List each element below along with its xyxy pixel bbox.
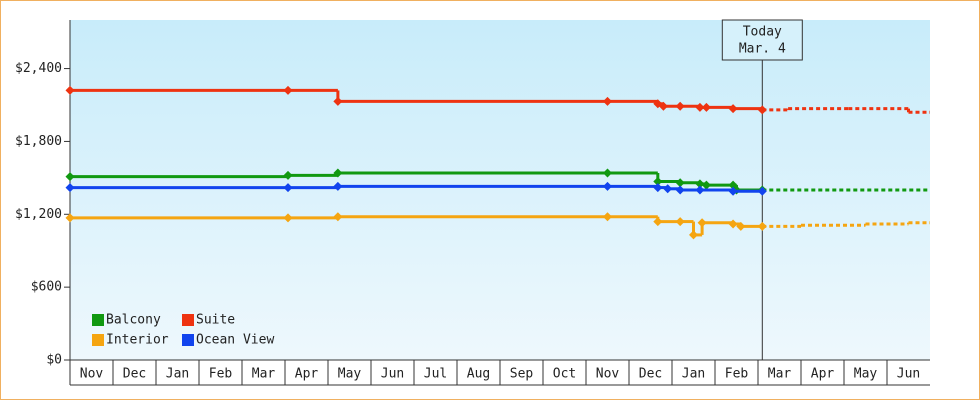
y-tick-label: $2,400 (15, 61, 62, 76)
price-point (333, 181, 343, 191)
price-point (701, 180, 711, 190)
x-tick-label: Feb (725, 367, 749, 382)
x-tick-label: Jun (897, 367, 920, 382)
price-point (689, 230, 698, 240)
x-tick-label: Apr (295, 367, 319, 382)
price-point (695, 102, 705, 112)
today-label: Today (743, 25, 782, 40)
price-point (65, 183, 75, 193)
price-point (65, 213, 75, 223)
price-point (695, 179, 705, 189)
x-tick-label: May (338, 367, 362, 382)
price-point (603, 212, 612, 222)
x-tick-label: Oct (553, 367, 576, 382)
legend-swatch (92, 334, 104, 346)
x-tick-label: Jul (424, 367, 447, 382)
x-tick-label: Aug (467, 367, 490, 382)
price-point (757, 186, 767, 196)
price-point (333, 212, 343, 222)
price-point (283, 170, 293, 180)
price-point (728, 186, 738, 196)
x-tick-label: Dec (639, 367, 662, 382)
price-point (658, 101, 668, 111)
x-tick-label: Nov (80, 367, 104, 382)
price-point (675, 185, 685, 195)
price-point (65, 172, 75, 182)
x-tick-label: Apr (811, 367, 835, 382)
price-point (695, 185, 705, 195)
y-tick-label: $600 (31, 280, 62, 295)
y-tick-label: $0 (46, 353, 62, 368)
price-point (697, 218, 707, 228)
price-point (603, 168, 612, 178)
x-tick-label: Feb (209, 367, 233, 382)
legend-label: Suite (196, 313, 235, 328)
x-tick-label: Nov (596, 367, 620, 382)
price-point (603, 181, 612, 191)
price-point (283, 213, 293, 223)
today-box (721, 19, 803, 61)
price-point (728, 104, 738, 114)
price-point (701, 102, 711, 112)
price-point (653, 183, 663, 193)
x-tick-label: Jan (682, 367, 705, 382)
price-point (653, 177, 663, 186)
price-point (653, 217, 663, 227)
x-tick-label: Jun (381, 367, 404, 382)
legend-label: Balcony (106, 313, 161, 328)
price-point (663, 184, 673, 194)
price-point (757, 221, 767, 231)
legend-swatch (182, 314, 194, 326)
price-point (603, 96, 612, 106)
price-point (333, 168, 343, 178)
legend-label: Interior (106, 333, 169, 348)
x-tick-label: Mar (768, 367, 792, 382)
price-point (283, 85, 293, 95)
x-tick-label: Sep (510, 367, 534, 382)
price-point (333, 96, 343, 106)
price-point (65, 85, 75, 95)
price-point (736, 221, 746, 231)
today-label: Mar. 4 (739, 42, 786, 57)
x-tick-label: Jan (166, 367, 189, 382)
price-point (675, 101, 685, 111)
price-point (675, 178, 685, 188)
price-point (283, 183, 293, 193)
legend-swatch (182, 334, 194, 346)
x-tick-label: Mar (252, 367, 276, 382)
price-point (675, 217, 685, 227)
price-point (757, 105, 767, 115)
x-tick-label: May (854, 367, 878, 382)
legend-label: Ocean View (196, 333, 274, 348)
legend-swatch (92, 314, 104, 326)
x-tick-label: Dec (123, 367, 146, 382)
y-tick-label: $1,800 (15, 134, 62, 149)
y-tick-label: $1,200 (15, 207, 62, 222)
price-point (728, 219, 738, 229)
